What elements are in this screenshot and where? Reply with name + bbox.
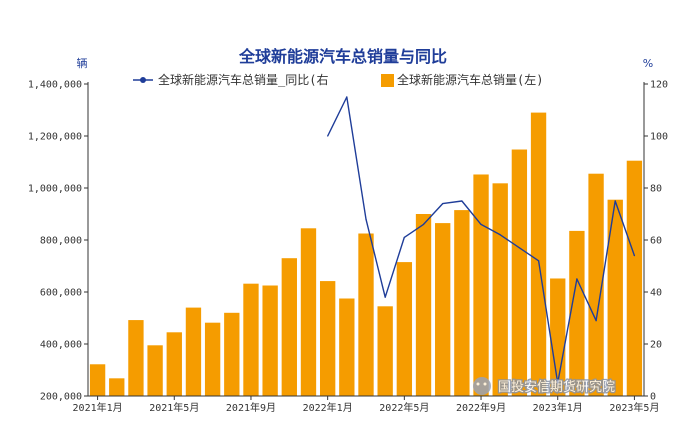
line-point (595, 320, 597, 322)
bar (166, 332, 182, 396)
legend-label-yoy: 全球新能源汽车总销量_同比(右 (158, 72, 328, 87)
legend: 全球新能源汽车总销量_同比(右 全球新能源汽车总销量(左) (133, 72, 543, 87)
bar (300, 228, 317, 396)
line-point (614, 200, 616, 202)
right-tick-label: 20 (650, 340, 662, 351)
x-tick-label: 2023年5月 (609, 401, 659, 414)
left-tick-label: 1,400,000 (28, 80, 82, 91)
line-point (365, 218, 367, 220)
bar-series (89, 112, 643, 396)
left-tick-label: 1,000,000 (28, 184, 82, 195)
right-tick-label: 0 (650, 392, 656, 403)
bar (569, 230, 585, 396)
legend-bar-swatch (381, 74, 394, 87)
bar (415, 214, 432, 396)
x-tick-label: 2023年1月 (533, 401, 583, 414)
wechat-icon (473, 377, 491, 395)
right-tick-label: 80 (650, 184, 662, 195)
line-point (327, 135, 329, 137)
bar (530, 112, 547, 396)
bar (626, 160, 643, 396)
bar (435, 223, 451, 396)
x-tick-label: 2022年1月 (303, 401, 353, 414)
line-series (327, 96, 636, 384)
line-point (442, 203, 444, 205)
bar (204, 322, 221, 396)
left-tick-label: 1,200,000 (28, 132, 82, 143)
left-tick-label: 400,000 (40, 340, 82, 351)
line-point (633, 255, 636, 257)
bar (550, 278, 566, 396)
axes: 200,000 400,000 600,000 800,000 1,000,000 1,2… (28, 80, 668, 415)
line-point (576, 278, 578, 280)
bar (339, 298, 355, 396)
right-tick-label: 60 (650, 236, 662, 247)
x-tick-label: 2021年5月 (149, 401, 199, 414)
bar (319, 281, 336, 396)
line-point (403, 236, 405, 238)
right-tick-label: 120 (650, 80, 668, 91)
bar (396, 262, 413, 396)
watermark-text: 国投安信期货研究院 (498, 379, 615, 395)
bar (128, 320, 144, 396)
line-point (538, 260, 540, 262)
bar (588, 173, 604, 396)
bar (473, 174, 489, 396)
line-point (422, 223, 425, 225)
line-point (518, 247, 521, 249)
legend-line-marker (140, 77, 146, 83)
left-tick-label: 600,000 (40, 288, 82, 299)
bar (89, 364, 106, 396)
line-point (384, 296, 386, 298)
line-point (499, 234, 501, 236)
chart-title: 全球新能源汽车总销量与同比 (238, 47, 447, 66)
left-axis-unit: 辆 (77, 56, 88, 70)
line-point (480, 223, 482, 225)
x-tick-label: 2021年9月 (226, 401, 276, 414)
bar (377, 306, 393, 396)
line-point (461, 200, 463, 202)
line-point (346, 96, 348, 98)
bar (224, 312, 240, 396)
watermark: 国投安信期货研究院 (473, 377, 616, 396)
bar (243, 283, 259, 396)
right-tick-label: 40 (650, 288, 662, 299)
bar (281, 258, 297, 396)
legend-label-sales: 全球新能源汽车总销量(左) (397, 72, 543, 87)
bar (358, 233, 374, 396)
line-point (557, 382, 559, 384)
right-tick-label: 100 (650, 132, 668, 143)
x-tick-label: 2022年9月 (456, 401, 506, 414)
left-tick-label: 200,000 (40, 392, 82, 403)
bar (147, 345, 163, 396)
bar (492, 183, 508, 396)
bar (454, 210, 470, 396)
right-axis-unit: % (643, 57, 653, 70)
x-tick-label: 2022年5月 (379, 401, 429, 414)
bar (511, 149, 528, 396)
bar (109, 378, 125, 396)
x-tick-label: 2021年1月 (73, 401, 123, 414)
left-tick-label: 800,000 (40, 236, 82, 247)
bar (607, 199, 623, 396)
bar (185, 307, 202, 396)
bar (262, 285, 278, 396)
